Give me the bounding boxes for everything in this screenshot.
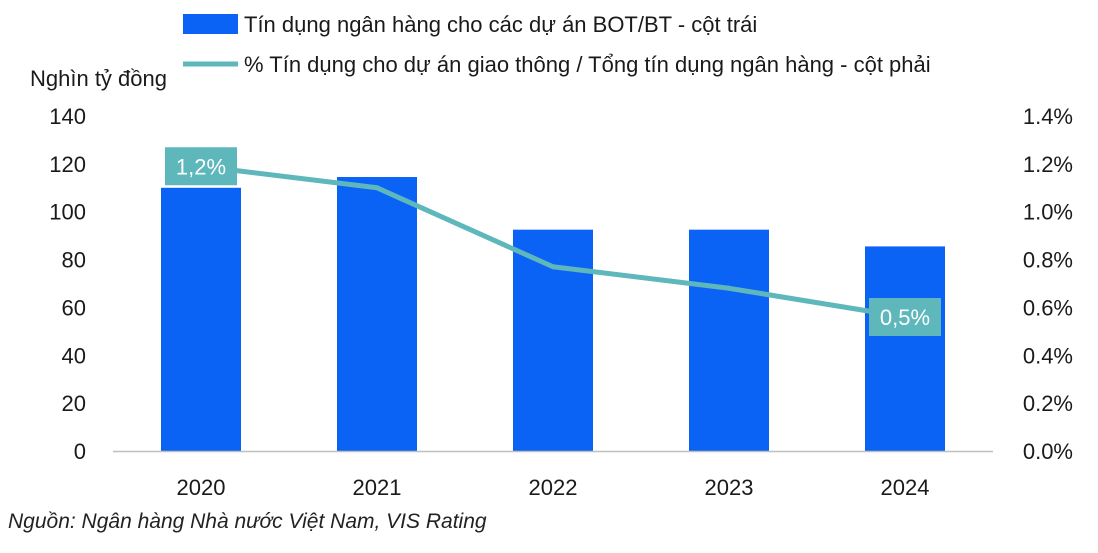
right-tick-label: 0.6% [1023, 295, 1073, 320]
data-label: 0,5% [880, 305, 930, 330]
right-tick-label: 1.0% [1023, 200, 1073, 225]
right-tick-label: 1.4% [1023, 104, 1073, 129]
right-tick-label: 0.0% [1023, 439, 1073, 464]
right-tick-label: 0.2% [1023, 391, 1073, 416]
bar [865, 246, 945, 451]
left-tick-label: 40 [62, 343, 86, 368]
x-tick-label: 2020 [177, 475, 226, 500]
left-tick-label: 140 [49, 104, 86, 129]
x-tick-label: 2021 [353, 475, 402, 500]
left-tick-label: 60 [62, 295, 86, 320]
left-tick-label: 100 [49, 200, 86, 225]
left-tick-label: 120 [49, 152, 86, 177]
right-tick-label: 0.4% [1023, 343, 1073, 368]
data-label-box [165, 147, 237, 186]
right-tick-label: 1.2% [1023, 152, 1073, 177]
x-tick-label: 2023 [705, 475, 754, 500]
bar [689, 229, 769, 451]
legend-line-label: % Tín dụng cho dự án giao thông / Tổng t… [244, 52, 931, 77]
source-note: Nguồn: Ngân hàng Nhà nước Việt Nam, VIS … [8, 510, 487, 533]
bar [513, 229, 593, 451]
line-point [374, 185, 380, 191]
left-axis-title: Nghìn tỷ đồng [30, 66, 167, 91]
legend-bar-swatch [183, 14, 238, 34]
left-tick-label: 20 [62, 391, 86, 416]
bar [337, 177, 417, 451]
x-tick-label: 2024 [881, 475, 930, 500]
data-label-box [869, 298, 941, 336]
line-point [726, 285, 732, 291]
bar [161, 187, 241, 452]
right-tick-label: 0.8% [1023, 248, 1073, 273]
left-tick-label: 0 [74, 439, 86, 464]
x-tick-label: 2022 [529, 475, 578, 500]
left-tick-label: 80 [62, 248, 86, 273]
line-point [550, 264, 556, 270]
legend-bar-label: Tín dụng ngân hàng cho các dự án BOT/BT … [244, 12, 757, 37]
data-label: 1,2% [176, 154, 226, 179]
